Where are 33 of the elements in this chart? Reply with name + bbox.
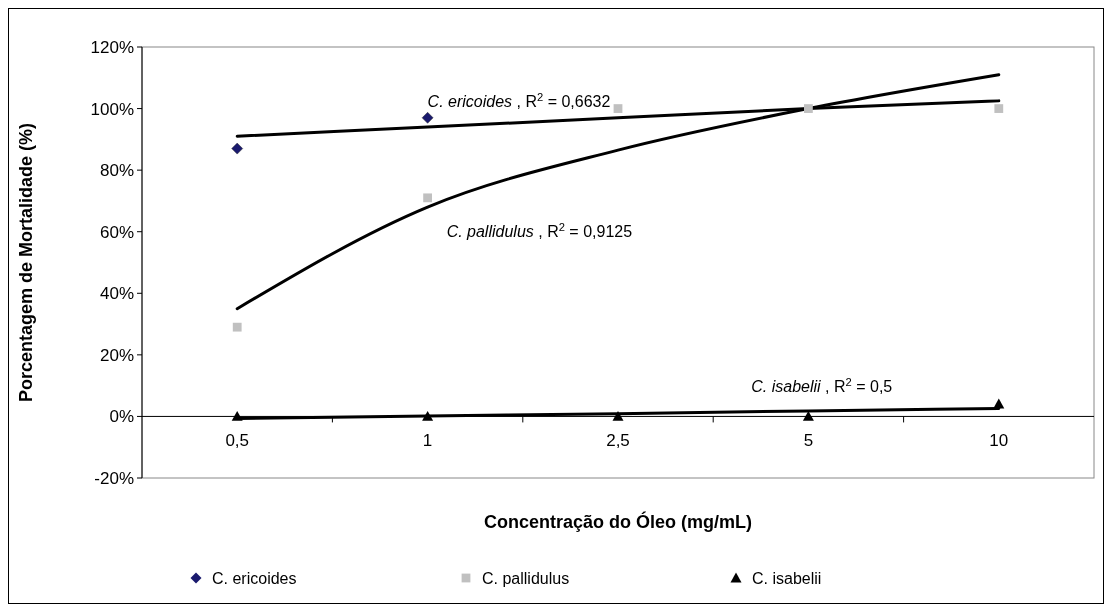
y-tick-label: -20% xyxy=(94,468,134,488)
y-tick-label: 120% xyxy=(90,37,134,57)
point xyxy=(423,193,432,203)
point xyxy=(993,398,1005,409)
x-tick-label: 10 xyxy=(989,431,1009,451)
point xyxy=(231,142,243,155)
point xyxy=(232,322,242,332)
point xyxy=(421,112,434,124)
legend-label: C. isabelii xyxy=(752,569,822,587)
point xyxy=(994,104,1004,113)
x-axis-title: Concentração do Óleo (mg/mL) xyxy=(483,511,753,532)
y-tick-label: 60% xyxy=(99,222,134,242)
line-series xyxy=(235,73,1001,311)
point xyxy=(613,104,623,113)
annotation: C. isabelii , R$^{2}$ = 0,5 xyxy=(751,375,893,395)
point xyxy=(804,104,813,113)
x-tick-label: 5 xyxy=(803,431,814,451)
y-tick-label: 20% xyxy=(99,345,134,365)
legend-label: C. ericoides xyxy=(212,569,297,587)
x-tick-label: 1 xyxy=(422,431,433,451)
y-tick-label: 40% xyxy=(99,284,134,304)
legend-label: C. pallidulus xyxy=(482,569,570,587)
y-tick-label: 80% xyxy=(99,161,134,181)
point xyxy=(422,410,434,421)
point xyxy=(612,410,624,421)
annotation: C. ericoides , R$^{2}$ = 0,6632 xyxy=(427,91,611,111)
y-tick-label: 0% xyxy=(109,407,134,427)
x-tick-label: 2,5 xyxy=(606,431,630,451)
annotation: C. pallidulus , R$^{2}$ = 0,9125 xyxy=(446,220,633,240)
y-tick-label: 100% xyxy=(90,99,134,119)
y-axis-title: Porcentagem de Mortalidade (%) xyxy=(16,122,36,403)
x-tick-label: 0,5 xyxy=(225,431,250,451)
point xyxy=(231,410,243,421)
